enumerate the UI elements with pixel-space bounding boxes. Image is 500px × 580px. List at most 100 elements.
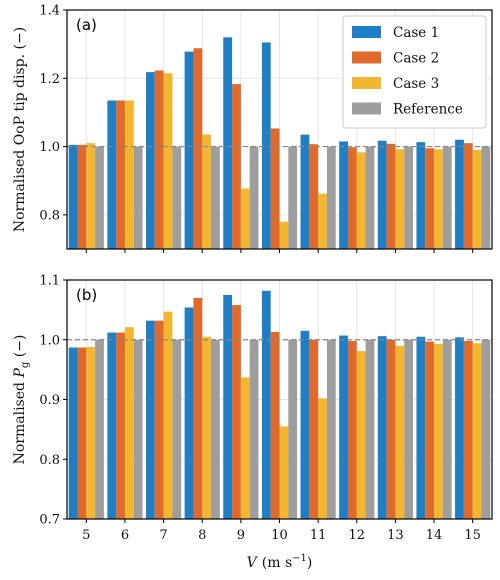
- panel-a: 0.8 1.0 1.2 1.4 (a) Normalised OoP tip disp…: [12, 4, 493, 253]
- y-tick-label-b-3: 1.0: [39, 333, 60, 348]
- legend-label-case-1: Case 1: [393, 25, 439, 41]
- bar-a-case-2-12: [347, 147, 357, 249]
- bar-a-case-3-13: [395, 149, 405, 249]
- bar-b-reference-7: [172, 339, 182, 519]
- bar-a-case-3-8: [202, 134, 212, 249]
- x-tick-label-5: 5: [82, 528, 90, 543]
- bar-b-case-2-5: [77, 347, 87, 519]
- bar-a-case-1-12: [339, 141, 348, 249]
- y-tick-label-b-0: 0.7: [39, 513, 60, 528]
- bar-b-case-3-10: [279, 426, 289, 519]
- bar-a-case-2-14: [425, 148, 435, 249]
- bar-b-case-2-15: [463, 340, 473, 519]
- x-tick-label-10: 10: [271, 528, 288, 543]
- bar-b-case-2-6: [116, 332, 125, 519]
- bar-a-case-2-9: [232, 84, 241, 249]
- x-axis-label-close: ): [307, 555, 312, 571]
- legend: Case 1 Case 2 Case 3 Reference: [342, 15, 487, 129]
- bar-b-reference-8: [211, 339, 220, 519]
- legend-label-case-2: Case 2: [393, 51, 439, 67]
- bar-a-reference-10: [288, 146, 298, 249]
- bar-b-case-3-14: [434, 343, 443, 519]
- bar-a-case-1-9: [223, 37, 233, 249]
- bar-a-case-1-15: [455, 139, 464, 249]
- bar-a-case-2-15: [463, 143, 473, 249]
- x-tick-label-15: 15: [464, 528, 481, 543]
- x-tick-label-8: 8: [198, 528, 206, 543]
- legend-swatch-reference: [352, 102, 381, 115]
- bar-a-reference-7: [172, 146, 182, 249]
- bar-a-case-2-7: [154, 70, 164, 249]
- bar-b-case-3-5: [86, 346, 96, 519]
- bar-b-reference-13: [404, 339, 414, 519]
- x-tick-label-7: 7: [159, 528, 167, 543]
- x-axis-label-exp: −1: [292, 553, 307, 564]
- bar-b-case-1-9: [223, 294, 233, 519]
- bar-b-case-1-15: [455, 337, 464, 519]
- bar-a-reference-9: [249, 146, 259, 249]
- bar-a-case-3-15: [472, 149, 482, 249]
- bar-b-case-2-11: [309, 339, 319, 519]
- bar-a-reference-14: [442, 146, 452, 249]
- bar-b-reference-9: [249, 339, 259, 519]
- bar-a-case-3-6: [124, 100, 134, 249]
- x-tick-label-11: 11: [310, 528, 327, 543]
- x-axis-label-units: (m s: [262, 555, 292, 571]
- bar-b-case-1-14: [416, 336, 426, 519]
- bar-a-case-1-6: [107, 100, 117, 249]
- y-tick-label-a-1: 1.0: [39, 140, 60, 155]
- bar-a-case-1-10: [261, 42, 271, 249]
- bar-a-case-2-8: [193, 48, 203, 249]
- bar-b-case-1-13: [377, 336, 387, 519]
- bar-a-case-1-14: [416, 142, 426, 249]
- bar-a-case-1-5: [68, 144, 78, 249]
- legend-swatch-case-1: [352, 26, 381, 38]
- bar-a-reference-6: [133, 146, 143, 249]
- y-tick-label-a-0: 0.8: [39, 208, 60, 223]
- bar-a-case-2-11: [309, 144, 319, 249]
- bar-b-reference-5: [95, 339, 104, 519]
- x-tick-label-12: 12: [348, 528, 365, 543]
- bar-b-case-2-13: [386, 339, 396, 519]
- y-axis-label-b-symbol: P: [12, 368, 28, 379]
- bar-b-case-3-13: [395, 345, 405, 519]
- bar-a-case-3-5: [86, 143, 96, 249]
- x-axis-label-symbol: V: [247, 555, 259, 571]
- bar-b-reference-10: [288, 339, 298, 519]
- y-axis-label-a: Normalised OoP tip disp. (−): [12, 27, 28, 232]
- bar-b-reference-14: [442, 339, 452, 519]
- bar-a-case-1-8: [184, 51, 194, 250]
- bar-a-reference-8: [211, 146, 220, 249]
- bar-a-case-3-7: [163, 73, 173, 250]
- panel-label-a: (a): [76, 16, 97, 34]
- bar-b-case-1-5: [68, 347, 78, 519]
- bar-a-reference-13: [404, 146, 414, 249]
- bar-a-case-3-12: [356, 152, 366, 249]
- x-tick-label-6: 6: [121, 528, 129, 543]
- legend-swatch-case-2: [352, 51, 381, 64]
- bar-b-reference-12: [365, 339, 375, 519]
- x-axis-label: V (m s−1): [247, 553, 313, 571]
- bar-a-reference-15: [481, 146, 491, 249]
- x-tick-label-9: 9: [237, 528, 245, 543]
- legend-label-case-3: Case 3: [393, 76, 439, 92]
- bar-b-case-2-9: [232, 305, 241, 519]
- y-axis-label-b-prefix: Normalised: [12, 378, 28, 465]
- bar-a-case-3-14: [434, 149, 443, 249]
- x-tick-label-13: 13: [387, 528, 404, 543]
- bar-b-case-2-10: [270, 331, 280, 519]
- legend-swatch-case-3: [352, 77, 381, 89]
- bar-a-case-1-13: [377, 140, 387, 249]
- bar-a-reference-12: [365, 146, 375, 249]
- bar-b-reference-11: [326, 339, 336, 519]
- bar-b-case-1-11: [300, 330, 310, 519]
- y-axis-label-b-suffix: (−): [12, 335, 28, 362]
- bar-b-case-1-7: [145, 320, 155, 519]
- bar-a-reference-11: [326, 146, 336, 249]
- bar-b-case-1-12: [339, 335, 348, 519]
- bar-b-case-2-8: [193, 297, 203, 519]
- y-tick-label-a-2: 1.2: [39, 72, 60, 87]
- bar-b-case-2-7: [154, 320, 164, 519]
- bar-a-reference-5: [95, 146, 104, 249]
